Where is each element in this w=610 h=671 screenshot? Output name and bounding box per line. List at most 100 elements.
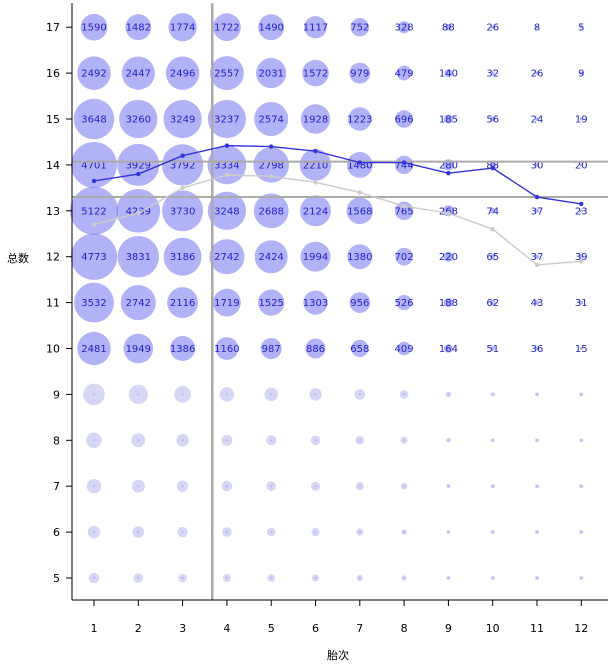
secondary-series-point (224, 172, 230, 178)
bubble (490, 116, 496, 122)
bubble-count-label: 987 (262, 344, 281, 355)
faint-bubble-center (270, 439, 273, 442)
bubble-count-label: 3532 (81, 298, 106, 309)
faint-bubble-center (225, 576, 229, 580)
faint-bubble-center (580, 530, 583, 534)
bubble (349, 62, 371, 84)
bubble-count-label: 1994 (303, 252, 328, 263)
bubble-count-label: 56 (486, 115, 499, 126)
faint-bubble-center (447, 485, 450, 488)
faint-bubble-center (358, 576, 361, 580)
faint-bubble-center (535, 439, 539, 442)
bubble (260, 337, 282, 360)
bubble-count-label: 1568 (347, 206, 372, 217)
bubble-count-label: 2496 (170, 69, 195, 80)
bubble (443, 251, 454, 262)
bubble (304, 15, 327, 39)
bubble (165, 56, 200, 90)
bubble-count-label: 1380 (347, 252, 372, 263)
faint-bubble-center (402, 393, 406, 396)
bubble-count-label: 1525 (258, 298, 283, 309)
bubble (253, 193, 289, 229)
y-tick-label: 15 (46, 113, 60, 126)
bubble-count-label: 37 (531, 206, 544, 217)
x-tick-label: 3 (179, 622, 186, 635)
x-tick-label: 12 (574, 622, 588, 635)
bubble (347, 244, 373, 270)
bubble-count-label: 1482 (126, 23, 151, 34)
bubble (209, 239, 245, 275)
bubble-count-label: 2574 (258, 115, 283, 126)
faint-bubble-center (137, 439, 140, 442)
y-axis-title: 总数 (7, 251, 29, 265)
bubble-count-label: 88 (486, 160, 499, 171)
bubble (489, 253, 496, 260)
bubble-count-label: 2798 (258, 160, 283, 171)
bubble (207, 191, 247, 230)
primary-series-point (313, 148, 318, 154)
bubble-count-label: 328 (395, 23, 414, 34)
faint-bubble-center (358, 485, 361, 488)
bubble-count-label: 140 (439, 69, 458, 80)
bubble-count-label: 15 (575, 344, 588, 355)
y-tick-label: 11 (46, 297, 60, 310)
bubble (70, 233, 118, 280)
y-tick-label: 17 (46, 21, 60, 34)
bubble-count-label: 3237 (214, 115, 239, 126)
bubble-count-label: 220 (439, 252, 458, 263)
bubble (167, 287, 199, 319)
faint-bubble-center (225, 485, 229, 488)
faint-bubble-center (580, 576, 583, 580)
bubble-count-label: 2688 (258, 206, 283, 217)
bubble (490, 346, 496, 351)
faint-bubble-center (491, 576, 494, 580)
bubble (77, 56, 111, 90)
y-tick-label: 5 (53, 572, 60, 585)
bubble-count-label: 8 (534, 23, 540, 34)
bubble-count-label: 9 (578, 69, 584, 80)
bubble (579, 117, 583, 121)
faint-bubble-center (358, 393, 361, 396)
bubble (258, 289, 285, 316)
bubble (207, 99, 246, 139)
faint-bubble-center (402, 530, 406, 534)
faint-bubble-center (92, 393, 96, 396)
faint-bubble-center (181, 439, 184, 442)
bubble (579, 163, 583, 167)
primary-series-point (579, 201, 584, 207)
bubble-count-label: 4701 (81, 160, 106, 171)
y-tick-label: 14 (46, 159, 60, 172)
bubble (396, 294, 412, 311)
bubble (163, 237, 202, 276)
bubble-count-label: 23 (575, 206, 588, 217)
primary-series-point (534, 194, 540, 200)
bubble-count-label: 696 (395, 115, 414, 126)
bubble (351, 339, 369, 358)
bubble (579, 300, 584, 305)
bubble (444, 344, 453, 353)
faint-bubble-center (270, 530, 273, 534)
primary-series-point (401, 160, 407, 165)
x-tick-label: 4 (223, 622, 230, 635)
bubble-count-label: 526 (395, 298, 414, 309)
primary-series-point (269, 144, 274, 149)
bubble (116, 188, 161, 233)
bubble (256, 57, 287, 89)
series-layer (91, 143, 584, 268)
primary-series-point (136, 171, 141, 177)
faint-bubble-center (137, 393, 140, 396)
bubble-count-label: 1490 (258, 23, 283, 34)
bubble (170, 336, 196, 361)
bubble (215, 337, 239, 360)
bubble-count-label: 188 (439, 298, 458, 309)
bubble (119, 99, 158, 139)
bubble (579, 347, 583, 350)
bubble-count-label: 3334 (214, 160, 239, 171)
bubble-count-label: 51 (486, 344, 499, 355)
x-tick-label: 10 (486, 622, 500, 635)
bubble (397, 341, 411, 356)
bubble-count-label: 1949 (126, 344, 151, 355)
bubble (300, 104, 331, 134)
bubble (535, 71, 539, 75)
